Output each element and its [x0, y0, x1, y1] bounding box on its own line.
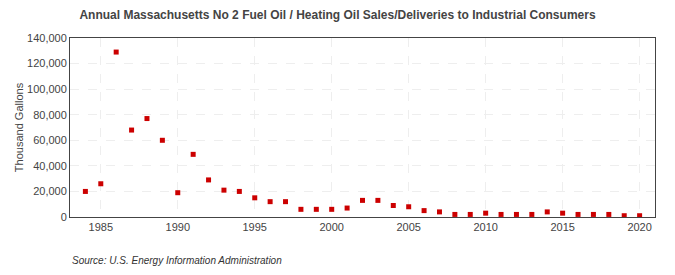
svg-text:2000: 2000 [319, 221, 343, 233]
svg-text:Thousand Gallons: Thousand Gallons [13, 82, 25, 172]
svg-text:20,000: 20,000 [33, 185, 67, 197]
svg-text:1990: 1990 [166, 221, 190, 233]
svg-text:100,000: 100,000 [27, 83, 67, 95]
svg-text:40,000: 40,000 [33, 160, 67, 172]
svg-text:120,000: 120,000 [27, 57, 67, 69]
svg-text:2015: 2015 [550, 221, 574, 233]
svg-text:1985: 1985 [89, 221, 113, 233]
svg-text:80,000: 80,000 [33, 109, 67, 121]
svg-text:2005: 2005 [396, 221, 420, 233]
svg-text:140,000: 140,000 [27, 32, 67, 44]
svg-text:1995: 1995 [242, 221, 266, 233]
svg-text:Annual Massachusetts No 2 Fuel: Annual Massachusetts No 2 Fuel Oil / Hea… [79, 8, 595, 22]
svg-text:2010: 2010 [473, 221, 497, 233]
svg-text:0: 0 [61, 211, 67, 223]
svg-text:2020: 2020 [627, 221, 651, 233]
svg-text:Source: U.S. Energy Informatio: Source: U.S. Energy Information Administ… [72, 255, 282, 266]
svg-text:60,000: 60,000 [33, 134, 67, 146]
